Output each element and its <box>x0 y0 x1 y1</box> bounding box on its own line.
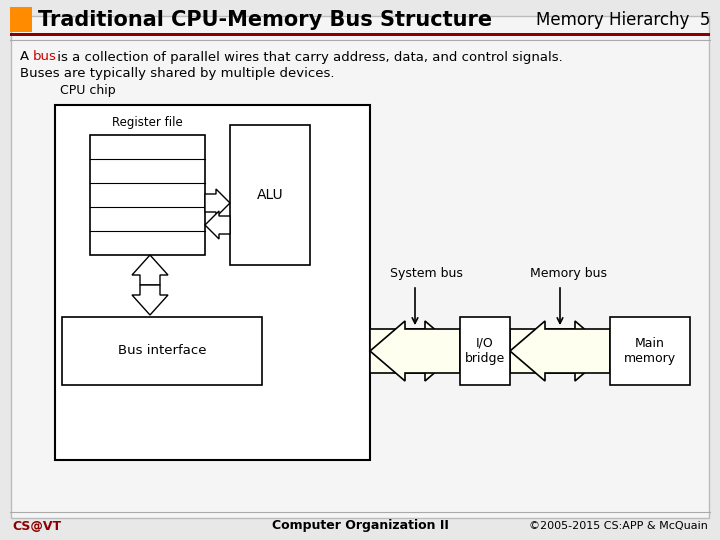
Text: Traditional CPU-Memory Bus Structure: Traditional CPU-Memory Bus Structure <box>38 10 492 30</box>
Text: System bus: System bus <box>390 267 463 280</box>
Text: Computer Organization II: Computer Organization II <box>271 519 449 532</box>
Text: ALU: ALU <box>257 188 283 202</box>
Text: is a collection of parallel wires that carry address, data, and control signals.: is a collection of parallel wires that c… <box>53 51 563 64</box>
Bar <box>55 105 370 460</box>
Bar <box>610 317 690 385</box>
Bar <box>230 125 310 265</box>
Bar <box>10 33 710 36</box>
Bar <box>10 7 32 32</box>
Polygon shape <box>370 321 460 381</box>
Bar <box>62 317 262 385</box>
Text: I/O
bridge: I/O bridge <box>465 337 505 365</box>
Polygon shape <box>132 255 168 285</box>
Polygon shape <box>370 321 460 381</box>
Polygon shape <box>510 321 610 381</box>
Text: Memory Hierarchy  5: Memory Hierarchy 5 <box>536 11 710 29</box>
Text: Register file: Register file <box>112 116 183 129</box>
Polygon shape <box>510 321 610 381</box>
Text: A: A <box>20 51 33 64</box>
Polygon shape <box>205 211 230 239</box>
Polygon shape <box>205 189 230 217</box>
Text: bus: bus <box>33 51 57 64</box>
Text: Buses are typically shared by multiple devices.: Buses are typically shared by multiple d… <box>20 68 335 80</box>
Text: Main
memory: Main memory <box>624 337 676 365</box>
Bar <box>90 135 205 255</box>
Text: Bus interface: Bus interface <box>118 345 206 357</box>
Polygon shape <box>132 285 168 315</box>
Text: CPU chip: CPU chip <box>60 84 116 97</box>
Text: Memory bus: Memory bus <box>530 267 607 280</box>
Text: CS@VT: CS@VT <box>12 519 61 532</box>
Text: ©2005-2015 CS:APP & McQuain: ©2005-2015 CS:APP & McQuain <box>529 521 708 531</box>
Bar <box>460 317 510 385</box>
